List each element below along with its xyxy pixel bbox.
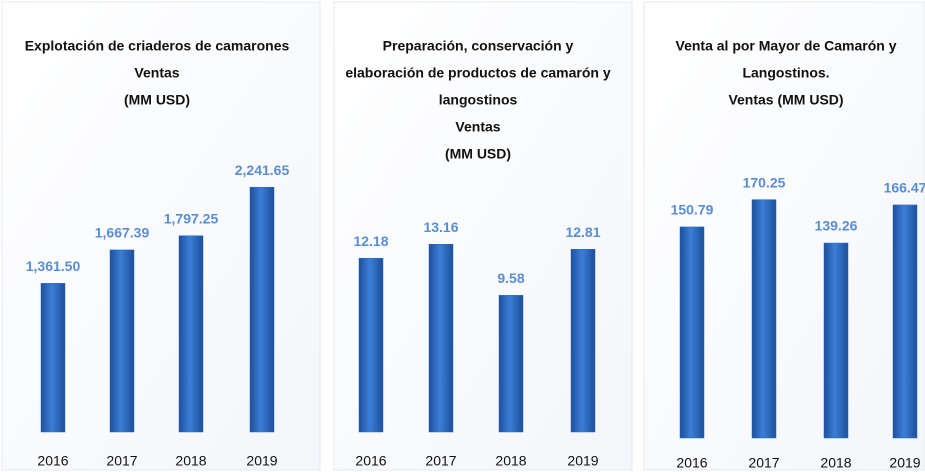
bar <box>249 186 275 433</box>
x-tick-label: 2018 <box>495 453 526 469</box>
x-tick-label: 2018 <box>820 455 851 471</box>
x-tick-label: 2017 <box>425 453 456 469</box>
bar <box>498 295 524 433</box>
bar <box>751 199 777 439</box>
x-tick-label: 2018 <box>175 453 206 469</box>
bar <box>679 226 705 439</box>
bar <box>40 283 66 433</box>
value-label: 150.79 <box>671 202 714 218</box>
x-tick-label: 2016 <box>676 455 707 471</box>
chart-title: Ventas <box>134 65 179 81</box>
value-label: 12.81 <box>565 224 600 240</box>
value-label: 139.26 <box>815 218 858 234</box>
x-tick-label: 2017 <box>106 453 137 469</box>
value-label: 2,241.65 <box>235 162 290 178</box>
value-label: 1,361.50 <box>26 258 81 274</box>
bar <box>570 248 596 433</box>
chart-title: elaboración de productos de camarón y <box>345 65 611 81</box>
x-tick-label: 2019 <box>889 455 920 471</box>
x-tick-label: 2019 <box>246 453 277 469</box>
chart-title: (MM USD) <box>124 92 190 108</box>
chart-title: Explotación de criaderos de camarones <box>25 38 290 54</box>
chart-title: Ventas <box>455 119 500 135</box>
bar <box>428 244 454 433</box>
x-tick-label: 2017 <box>748 455 779 471</box>
value-label: 12.18 <box>353 233 388 249</box>
chart-title: langostinos <box>439 92 518 108</box>
value-label: 13.16 <box>423 219 458 235</box>
x-tick-label: 2019 <box>567 453 598 469</box>
chart-title: (MM USD) <box>445 146 511 162</box>
value-label: 170.25 <box>743 174 786 190</box>
chart-title: Venta al por Mayor de Camarón y <box>676 38 897 54</box>
bar <box>823 242 849 439</box>
bar <box>358 257 384 433</box>
value-label: 166.47 <box>884 180 925 196</box>
bar <box>109 249 135 433</box>
value-label: 1,797.25 <box>164 210 219 226</box>
value-label: 1,667.39 <box>95 225 150 241</box>
chart-title: Langostinos. <box>742 65 829 81</box>
chart-title: Preparación, conservación y <box>383 38 574 54</box>
x-tick-label: 2016 <box>37 453 68 469</box>
bar <box>892 204 918 439</box>
bar <box>178 235 204 433</box>
chart-title: Ventas (MM USD) <box>728 92 843 108</box>
value-label: 9.58 <box>497 270 524 286</box>
x-tick-label: 2016 <box>355 453 386 469</box>
